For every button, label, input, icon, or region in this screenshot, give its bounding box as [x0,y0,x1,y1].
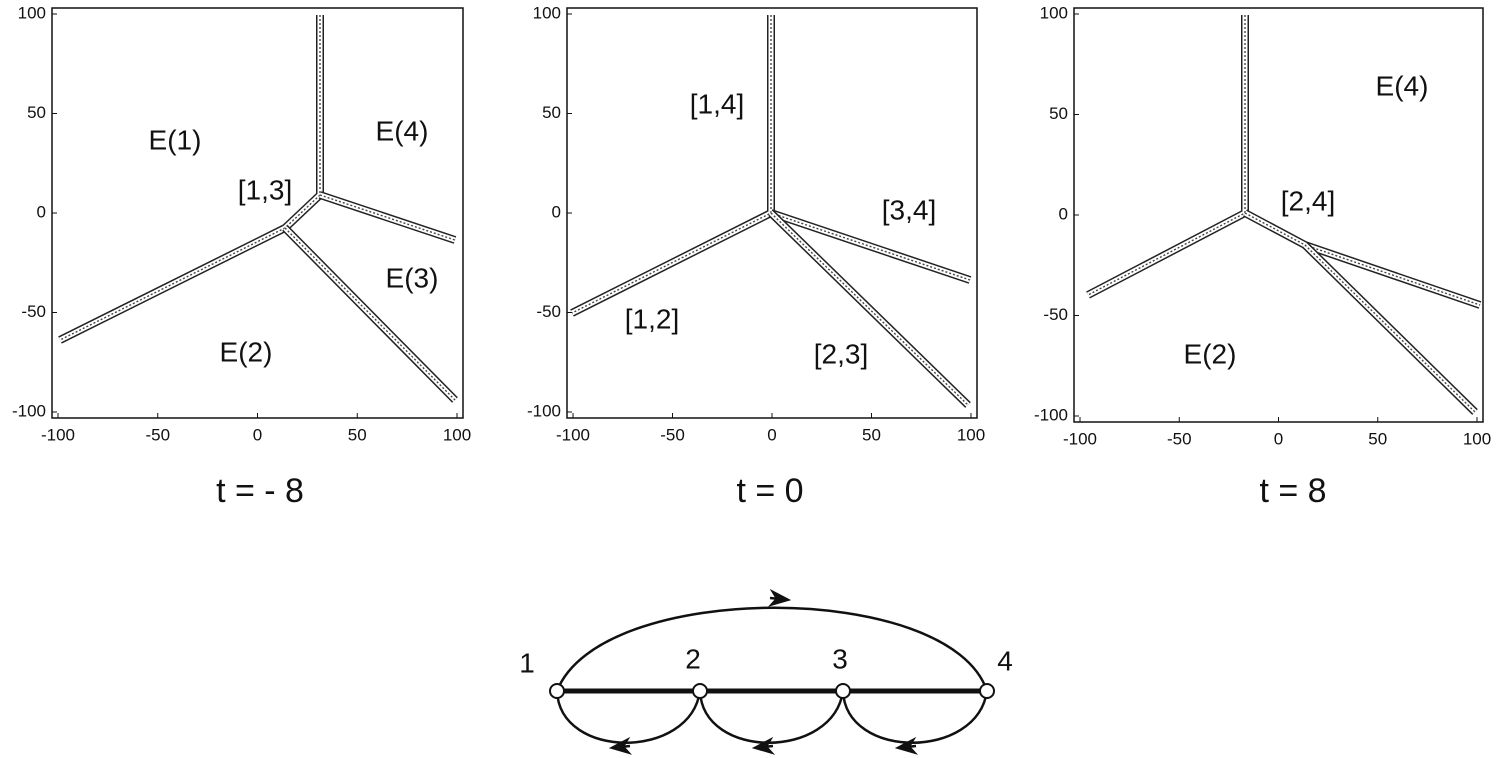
soliton [571,15,772,314]
graph-node [549,683,565,699]
graph-arc [555,606,989,692]
region-label: E(4) [376,115,429,146]
soliton [770,212,971,281]
y-tick-label: 0 [1059,204,1068,223]
soliton [1086,15,1248,298]
graph [549,588,995,755]
y-tick-label: -100 [527,401,561,420]
y-tick-label: -100 [12,401,46,420]
region-label: E(1) [149,124,202,155]
y-tick-label: 50 [1049,104,1068,123]
panel-caption: t = 0 [736,472,803,510]
region-label: E(2) [220,336,273,367]
graph-node [692,683,708,699]
x-tick-label: 0 [767,425,776,444]
y-tick-label: 100 [533,3,561,22]
node-label: 2 [685,643,701,674]
x-tick-label: -100 [41,425,75,444]
x-tick-label: 50 [862,425,881,444]
x-tick-label: 100 [1463,429,1491,448]
soliton [284,227,456,401]
arrow [751,736,776,755]
y-tick-label: 100 [18,3,46,22]
region-label: [2,3] [814,338,868,369]
arrow [894,736,919,755]
x-tick-label: 100 [957,425,985,444]
node-label: 1 [519,647,535,678]
x-tick-label: -50 [1167,429,1192,448]
region-label: E(4) [1376,70,1429,101]
graph-arc [698,690,845,744]
x-tick-label: -100 [1063,429,1097,448]
y-tick-label: -50 [536,302,561,321]
y-tick-label: -50 [1043,305,1068,324]
arrow [767,588,792,607]
x-tick-label: 0 [253,425,262,444]
graph-arc [841,690,989,744]
arrow [608,736,633,755]
y-tick-label: 50 [542,103,561,122]
panel-caption: t = - 8 [216,472,304,510]
soliton [770,212,969,406]
y-tick-label: 100 [1040,3,1068,22]
x-tick-label: 50 [1368,429,1387,448]
y-tick-label: 50 [27,103,46,122]
x-tick-label: 50 [348,425,367,444]
x-tick-label: -50 [660,425,685,444]
panel: -100 -50 0 50 100 100 50 0 -50 -100 E(1) E(4) [1,3] E… [12,3,471,510]
soliton [570,15,775,317]
soliton [1243,210,1481,308]
y-tick-label: 0 [552,202,561,221]
x-tick-label: 0 [1274,429,1283,448]
region-label: E(2) [1184,338,1237,369]
region-label: [1,3] [238,174,292,205]
panel: -100 -50 0 50 100 100 50 0 -50 -100 E(4) [2,4] E(2) t… [1034,3,1491,510]
region-label: E(3) [386,262,439,293]
graph-arc [555,690,702,744]
region-label: [2,4] [1281,185,1335,216]
soliton [59,15,321,341]
x-tick-label: 100 [443,425,471,444]
x-tick-label: -50 [145,425,170,444]
panel-caption: t = 8 [1259,472,1326,510]
region-label: [1,4] [690,88,744,119]
graph-node [979,683,995,699]
soliton [319,192,456,243]
node-label: 4 [997,645,1013,676]
node-label: 3 [832,643,848,674]
soliton [570,15,774,316]
x-tick-label: -100 [556,425,590,444]
graph-node [835,683,851,699]
panel: -100 -50 0 50 100 100 50 0 -50 -100 [1,4] [3,4] [1,2… [527,3,985,510]
region-label: [3,4] [882,194,936,225]
region-label: [1,2] [625,303,679,334]
y-tick-label: -50 [21,302,46,321]
y-tick-label: -100 [1034,405,1068,424]
soliton [1303,243,1477,414]
y-tick-label: 0 [37,202,46,221]
